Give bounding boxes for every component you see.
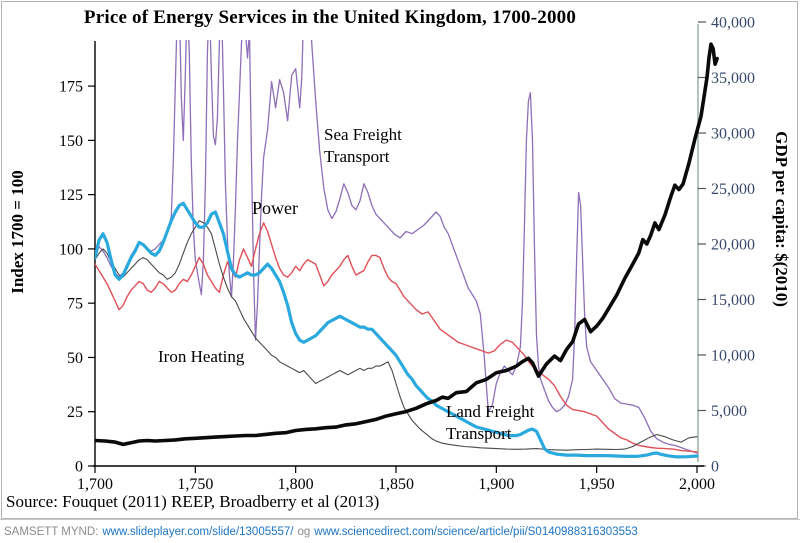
- price-of-energy-chart: 0 25 50 75 100 125 150 175 0 5,000 10,000 15,000 20,…: [59, 15, 755, 494]
- series-power: [95, 201, 699, 459]
- source-citation: Source: Fouquet (2011) REEP, Broadberry …: [6, 492, 380, 511]
- svg-text:1,950: 1,950: [579, 476, 615, 493]
- svg-text:75: 75: [67, 296, 83, 313]
- svg-text:5,000: 5,000: [711, 403, 747, 420]
- svg-text:175: 175: [59, 79, 83, 96]
- slide-frame: [1, 1, 798, 519]
- left-axis-title: Index 1700 = 100: [8, 170, 27, 294]
- svg-text:0: 0: [75, 459, 83, 476]
- svg-text:20,000: 20,000: [711, 237, 755, 254]
- left-axis: 0 25 50 75 100 125 150 175: [59, 41, 96, 476]
- svg-text:100: 100: [59, 241, 83, 258]
- annotation-iron-heating: Iron Heating: [158, 347, 245, 366]
- series-land-freight-transport: [95, 222, 698, 453]
- svg-text:40,000: 40,000: [711, 15, 755, 32]
- svg-text:15,000: 15,000: [711, 292, 755, 309]
- svg-text:1,800: 1,800: [278, 476, 314, 493]
- footer-prefix-label: SAMSETT MYND:: [4, 525, 99, 538]
- svg-text:0: 0: [711, 459, 719, 476]
- svg-text:1,750: 1,750: [177, 476, 213, 493]
- svg-text:2,000: 2,000: [679, 476, 715, 493]
- annotation-land-freight-transport: Land Freight Transport: [446, 402, 535, 444]
- svg-text:50: 50: [67, 350, 83, 367]
- annotation-sea-freight-transport: Sea Freight Transport: [324, 125, 402, 167]
- svg-text:125: 125: [59, 187, 83, 204]
- right-axis-title: GDP per capita: $(2010): [772, 131, 791, 307]
- series-sea-freight-transport: [95, 40, 698, 454]
- footer-bar: SAMSETT MYND: www.slideplayer.com/slide/…: [0, 519, 800, 543]
- chart-title: Price of Energy Services in the United K…: [83, 7, 577, 28]
- x-axis: 1,700 1,750 1,800 1,850 1,900 1,950 2,000: [77, 465, 715, 493]
- right-axis: 0 5,000 10,000 15,000 20,000 25,000 30,000 35,0…: [697, 15, 755, 476]
- svg-text:35,000: 35,000: [711, 70, 755, 87]
- series-gdp-per-capita: [95, 42, 719, 447]
- annotation-power: Power: [252, 198, 298, 218]
- svg-text:1,900: 1,900: [478, 476, 514, 493]
- svg-text:10,000: 10,000: [711, 348, 755, 365]
- svg-text:30,000: 30,000: [711, 126, 755, 143]
- svg-text:25: 25: [67, 404, 83, 421]
- svg-text:25,000: 25,000: [711, 181, 755, 198]
- svg-text:150: 150: [59, 133, 83, 150]
- svg-text:1,700: 1,700: [77, 476, 113, 493]
- series-iron-heating: [95, 220, 698, 451]
- footer-link-slideplayer[interactable]: www.slideplayer.com/slide/13005557/: [102, 525, 294, 538]
- footer-conjunction: og: [297, 525, 311, 538]
- svg-text:1,850: 1,850: [378, 476, 414, 493]
- footer-link-sciencedirect[interactable]: www.sciencedirect.com/science/article/pi…: [314, 525, 638, 538]
